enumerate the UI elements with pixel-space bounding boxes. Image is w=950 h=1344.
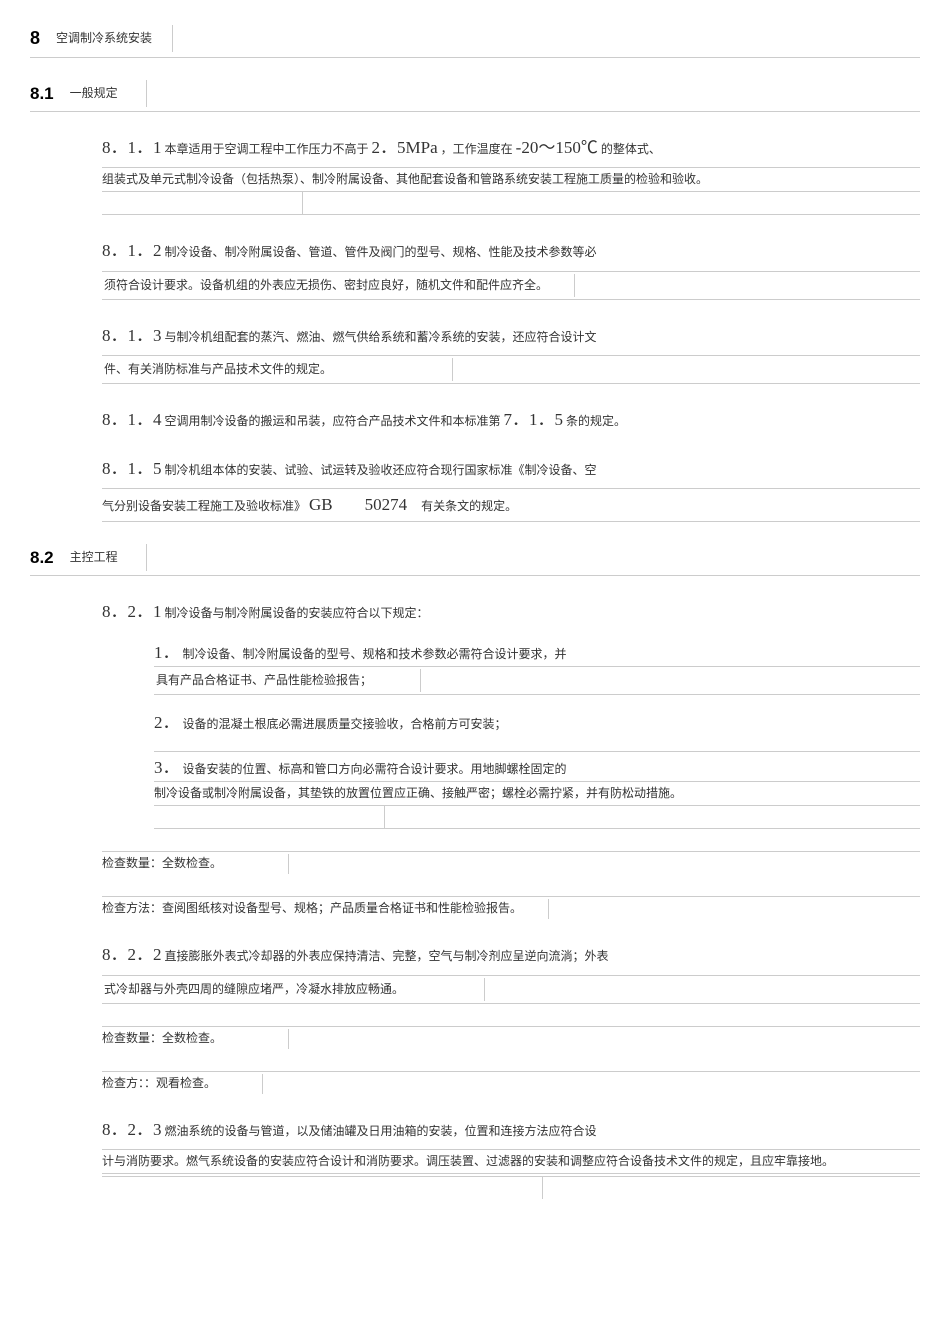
sub-item-text: 设备安装的位置、标高和管口方向必需符合设计要求。用地脚螺栓固定的 bbox=[183, 762, 567, 776]
section-title: 一般规定 bbox=[64, 80, 147, 107]
clause-text: 制冷机组本体的安装、试验、试运转及验收还应符合现行国家标准《制冷设备、空 bbox=[165, 463, 597, 477]
clause-continuation-text: 件、有关消防标准与产品技术文件的规定。 bbox=[102, 358, 453, 381]
value-pressure: 2．5MPa bbox=[372, 138, 438, 157]
section-header-8-1: 8.1 一般规定 bbox=[30, 76, 920, 112]
section-number: 8.1 bbox=[30, 76, 64, 111]
clause-text: 与制冷机组配套的蒸汽、燃油、燃气供给系统和蓄冷系统的安装，还应符合设计文 bbox=[165, 330, 597, 344]
clause-continuation-row: 须符合设计要求。设备机组的外表应无损伤、密封应良好，随机文件和配件应齐全。 bbox=[102, 271, 920, 300]
clause-text: 的整体式、 bbox=[601, 142, 661, 156]
clause-number: 8．2．3 bbox=[102, 1120, 162, 1139]
sub-item-continuation: 制冷设备或制冷附属设备，其垫铁的放置位置应正确、接触严密；螺栓必需拧紧，并有防松… bbox=[154, 786, 682, 800]
clause-8-2-3: 8．2．3 燃油系统的设备与管道，以及储油罐及日用油箱的安装，位置和连接方法应符… bbox=[102, 1116, 920, 1143]
reference-clause: 7．1．5 bbox=[504, 410, 564, 429]
sub-item-continuation: 具有产品合格证书、产品性能检验报告； bbox=[154, 669, 421, 692]
clause-text: 燃油系统的设备与管道，以及储油罐及日用油箱的安装，位置和连接方法应符合设 bbox=[165, 1124, 597, 1138]
empty-cell bbox=[102, 1177, 543, 1199]
clause-continuation-row: 组装式及单元式制冷设备（包括热泵）、制冷附属设备、其他配套设备和管路系统安装工程… bbox=[102, 167, 920, 192]
clause-8-1-1: 8．1．1 本章适用于空调工程中工作压力不高于 2．5MPa ，工作温度在 -2… bbox=[102, 134, 920, 161]
clause-8-2-2: 8．2．2 直接膨胀外表式冷却器的外表应保持清洁、完整，空气与制冷剂应呈逆向流淌… bbox=[102, 941, 920, 968]
clause-continuation-text: 须符合设计要求。设备机组的外表应无损伤、密封应良好，随机文件和配件应齐全。 bbox=[102, 274, 575, 297]
check-method-row: 检查方法：查阅图纸核对设备型号、规格；产品质量合格证书和性能检验报告。 bbox=[102, 896, 920, 919]
clause-text: 空调用制冷设备的搬运和吊装，应符合产品技术文件和本标准第 bbox=[165, 414, 501, 428]
sub-item-text: 设备的混凝土根底必需进展质量交接验收，合格前方可安装； bbox=[183, 717, 507, 731]
sub-item-number: 3． bbox=[154, 758, 180, 777]
clause-8-1-5: 8．1．5 制冷机组本体的安装、试验、试运转及验收还应符合现行国家标准《制冷设备… bbox=[102, 455, 920, 482]
sub-item-row: 制冷设备或制冷附属设备，其垫铁的放置位置应正确、接触严密；螺栓必需拧紧，并有防松… bbox=[154, 781, 920, 806]
section-content-8-1: 8．1．1 本章适用于空调工程中工作压力不高于 2．5MPa ，工作温度在 -2… bbox=[102, 134, 920, 522]
clause-8-1-4: 8．1．4 空调用制冷设备的搬运和吊装，应符合产品技术文件和本标准第 7．1．5… bbox=[102, 406, 920, 433]
sub-item-number: 2． bbox=[154, 713, 180, 732]
clause-number: 8．1．4 bbox=[102, 410, 162, 429]
clause-text: 制冷设备、制冷附属设备、管道、管件及阀门的型号、规格、性能及技术参数等必 bbox=[165, 245, 597, 259]
clause-text: 制冷设备与制冷附属设备的安装应符合以下规定： bbox=[165, 606, 429, 620]
empty-row bbox=[102, 192, 920, 215]
section-number: 8.2 bbox=[30, 540, 64, 575]
clause-continuation-text: 式冷却器与外壳四周的缝隙应堵严，冷凝水排放应畅通。 bbox=[102, 978, 485, 1001]
clause-continuation-row: 气分别设备安装工程施工及验收标准》 GB 50274 有关条文的规定。 bbox=[102, 488, 920, 521]
clause-continuation-row: 式冷却器与外壳四周的缝隙应堵严，冷凝水排放应畅通。 bbox=[102, 975, 920, 1004]
clause-number: 8．1．1 bbox=[102, 138, 162, 157]
check-quantity: 检查数量：全数检查。 bbox=[102, 1029, 289, 1049]
check-method: 检查方：：观看检查。 bbox=[102, 1074, 263, 1094]
sub-item-2: 2． 设备的混凝土根底必需进展质量交接验收，合格前方可安装； bbox=[154, 709, 920, 736]
clause-number: 8．1．3 bbox=[102, 326, 162, 345]
clause-number: 8．2．1 bbox=[102, 602, 162, 621]
clause-continuation-text: 气分别设备安装工程施工及验收标准》 bbox=[102, 499, 306, 513]
clause-8-2-1: 8．2．1 制冷设备与制冷附属设备的安装应符合以下规定： bbox=[102, 598, 920, 625]
clause-continuation-row: 件、有关消防标准与产品技术文件的规定。 bbox=[102, 355, 920, 384]
clause-text: 本章适用于空调工程中工作压力不高于 bbox=[165, 142, 369, 156]
check-method-row: 检查方：：观看检查。 bbox=[102, 1071, 920, 1094]
section-content-8-2: 8．2．1 制冷设备与制冷附属设备的安装应符合以下规定： 1． 制冷设备、制冷附… bbox=[102, 598, 920, 1200]
value-temperature: -20～150℃ bbox=[516, 138, 598, 157]
standard-code: 50274 bbox=[365, 495, 408, 514]
check-method: 检查方法：查阅图纸核对设备型号、规格；产品质量合格证书和性能检验报告。 bbox=[102, 899, 549, 919]
clause-8-1-2: 8．1．2 制冷设备、制冷附属设备、管道、管件及阀门的型号、规格、性能及技术参数… bbox=[102, 237, 920, 264]
clause-number: 8．1．2 bbox=[102, 241, 162, 260]
empty-row bbox=[102, 1176, 920, 1199]
chapter-number: 8 bbox=[30, 20, 50, 57]
clause-continuation-text: 组装式及单元式制冷设备（包括热泵）、制冷附属设备、其他配套设备和管路系统安装工程… bbox=[102, 172, 708, 186]
sub-item-text: 制冷设备、制冷附属设备的型号、规格和技术参数必需符合设计要求，并 bbox=[183, 647, 567, 661]
clause-number: 8．2．2 bbox=[102, 945, 162, 964]
empty-cell bbox=[154, 806, 385, 828]
standard-gb: GB bbox=[309, 495, 333, 514]
chapter-header: 8 空调制冷系统安装 bbox=[30, 20, 920, 58]
clause-text: 条的规定。 bbox=[566, 414, 626, 428]
check-quantity-row: 检查数量：全数检查。 bbox=[102, 851, 920, 874]
chapter-title: 空调制冷系统安装 bbox=[50, 25, 173, 52]
empty-row bbox=[154, 806, 920, 829]
empty-cell bbox=[102, 192, 303, 214]
check-quantity-row: 检查数量：全数检查。 bbox=[102, 1026, 920, 1049]
clause-text: 直接膨胀外表式冷却器的外表应保持清洁、完整，空气与制冷剂应呈逆向流淌；外表 bbox=[165, 949, 609, 963]
clause-text: ，工作温度在 bbox=[441, 142, 513, 156]
section-title: 主控工程 bbox=[64, 544, 147, 571]
section-header-8-2: 8.2 主控工程 bbox=[30, 540, 920, 576]
clause-8-1-3: 8．1．3 与制冷机组配套的蒸汽、燃油、燃气供给系统和蓄冷系统的安装，还应符合设… bbox=[102, 322, 920, 349]
check-quantity: 检查数量：全数检查。 bbox=[102, 854, 289, 874]
sub-items: 1． 制冷设备、制冷附属设备的型号、规格和技术参数必需符合设计要求，并 具有产品… bbox=[154, 639, 920, 829]
clause-continuation-text: 有关条文的规定。 bbox=[421, 499, 517, 513]
sub-item-3: 3． 设备安装的位置、标高和管口方向必需符合设计要求。用地脚螺栓固定的 bbox=[154, 751, 920, 781]
clause-continuation-text: 计与消防要求。燃气系统设备的安装应符合设计和消防要求。调压装置、过滤器的安装和调… bbox=[102, 1154, 834, 1168]
sub-item-1: 1． 制冷设备、制冷附属设备的型号、规格和技术参数必需符合设计要求，并 bbox=[154, 639, 920, 666]
sub-item-number: 1． bbox=[154, 643, 180, 662]
sub-item-row: 具有产品合格证书、产品性能检验报告； bbox=[154, 666, 920, 695]
clause-number: 8．1．5 bbox=[102, 459, 162, 478]
clause-continuation-row: 计与消防要求。燃气系统设备的安装应符合设计和消防要求。调压装置、过滤器的安装和调… bbox=[102, 1149, 920, 1174]
